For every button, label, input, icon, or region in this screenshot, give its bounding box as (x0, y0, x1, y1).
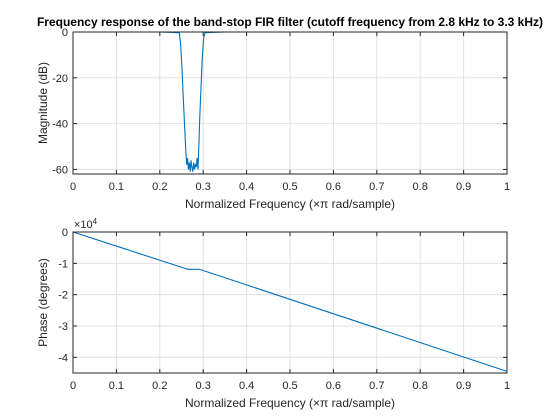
magnitude-y-axis-label: Magnitude (dB) (36, 62, 50, 144)
magnitude-series-line (73, 31, 507, 172)
y-tick-label: 0 (62, 27, 68, 39)
x-tick-label: 0.3 (196, 380, 211, 392)
x-tick-label: 0.8 (413, 380, 428, 392)
y-tick-label: -40 (52, 119, 68, 131)
magnitude-grid (72, 31, 508, 174)
phase-tick-labels: 0 0.1 0.2 0.3 0.4 0.5 0.6 0.7 0.8 0.9 1 0 -1 -2 -3 -4 (58, 227, 510, 392)
x-tick-label: 0.7 (369, 380, 384, 392)
magnitude-subplot: 0 0.1 0.2 0.3 0.4 0.5 0.6 0.7 0.8 0.9 10-20-40-60 … (36, 15, 543, 211)
x-tick-label: 0.2 (152, 380, 167, 392)
x-tick-label: 0.6 (326, 181, 341, 193)
x-tick-label: 0 (70, 380, 76, 392)
multiplier-base: ×10 (74, 219, 93, 231)
phase-subplot: 0 0.1 0.2 0.3 0.4 0.5 0.6 0.7 0.8 0.9 1 0 -1 -2 -3 -4 ×… (36, 217, 510, 410)
y-tick-label: -20 (52, 73, 68, 85)
x-tick-label: 0.9 (456, 181, 471, 193)
x-tick-label: 0.4 (239, 380, 254, 392)
multiplier-exponent: 4 (93, 217, 98, 226)
x-tick-label: 1 (504, 380, 510, 392)
x-tick-label: 0.8 (413, 181, 428, 193)
y-tick-label: 0 (62, 227, 68, 239)
x-tick-label: 1 (504, 181, 510, 193)
chart-title: Frequency response of the band-stop FIR … (37, 15, 543, 29)
x-tick-label: 0.6 (326, 380, 341, 392)
y-tick-label: -1 (58, 258, 68, 270)
phase-series-line (72, 231, 508, 372)
y-tick-label: -3 (58, 321, 68, 333)
x-tick-label: 0.7 (369, 181, 384, 193)
magnitude-tick-labels: 0 0.1 0.2 0.3 0.4 0.5 0.6 0.7 0.8 0.9 1 0 -20 -40 -60 (52, 27, 510, 193)
y-tick-label: -4 (58, 352, 68, 364)
y-tick-label: -2 (58, 290, 68, 302)
phase-x-axis-label: Normalized Frequency (×π rad/sample) (185, 396, 395, 410)
x-tick-label: 0.1 (109, 380, 124, 392)
magnitude-x-axis-label: Normalized Frequency (×π rad/sample) (185, 197, 395, 211)
phase-y-axis-label: Phase (degrees) (36, 258, 50, 347)
x-tick-label: 0.2 (152, 181, 167, 193)
x-tick-label: 0.4 (239, 181, 254, 193)
x-tick-label: 0.5 (282, 181, 297, 193)
phase-y-multiplier: ×104 (74, 217, 98, 231)
x-tick-label: 0.5 (282, 380, 297, 392)
y-tick-label: -60 (52, 164, 68, 176)
x-tick-label: 0.3 (196, 181, 211, 193)
x-tick-label: 0 (70, 181, 76, 193)
x-tick-label: 0.9 (456, 380, 471, 392)
x-tick-label: 0.1 (109, 181, 124, 193)
